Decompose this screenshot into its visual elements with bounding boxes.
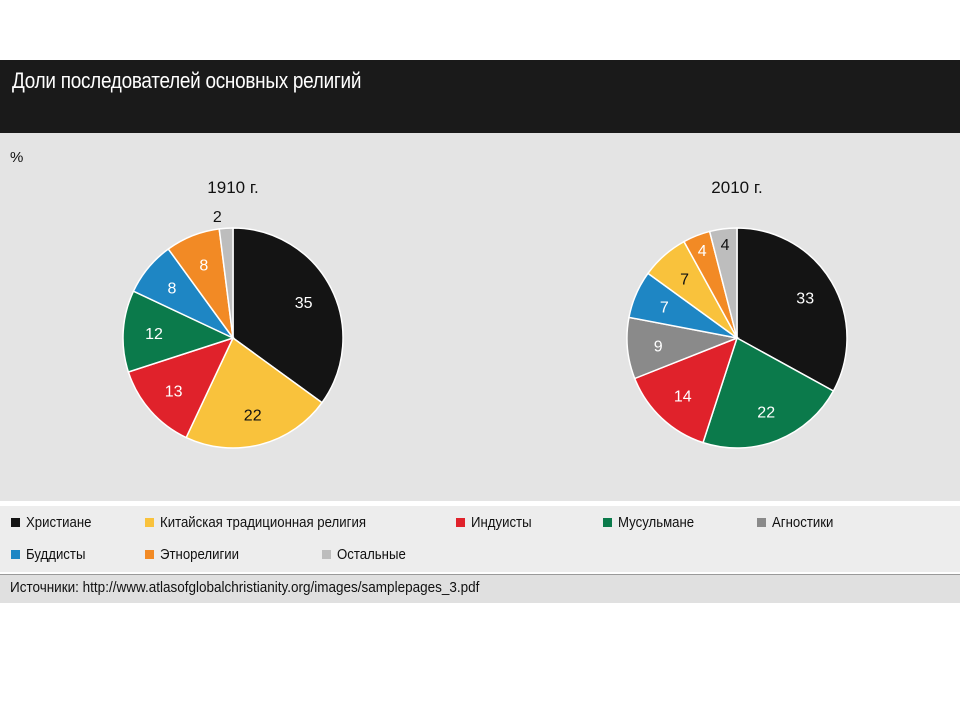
legend-swatch-chinese: [145, 518, 154, 527]
legend-swatch-christians: [11, 518, 20, 527]
legend-label: Индуисты: [471, 514, 532, 531]
unit-label: %: [10, 149, 24, 166]
legend: Христиане Китайская традиционная религия…: [0, 506, 960, 572]
legend-item-chinese: Китайская традиционная религия: [145, 514, 394, 531]
chart-title: Доли последователей основных религий: [12, 68, 362, 93]
slice-label-buddhists: 8: [168, 281, 177, 298]
slice-label-ethnoreligions: 8: [199, 257, 208, 274]
legend-swatch-agnostics: [757, 518, 766, 527]
slice-label-hindus: 14: [674, 389, 692, 406]
legend-label: Остальные: [337, 546, 406, 563]
chart-header: Доли последователей основных религий: [0, 60, 960, 133]
pie-title: 1910 г.: [207, 178, 258, 197]
legend-swatch-others: [322, 550, 331, 559]
slice-label-agnostics: 9: [654, 339, 663, 356]
pie-slice-others: [218, 227, 234, 339]
legend-label: Этнорелигии: [160, 546, 240, 563]
pie-chart-1910: 1910 г. 35 22 13 12 8 8 2: [122, 178, 344, 449]
slice-label-muslims: 22: [757, 405, 775, 422]
slice-label-buddhists: 7: [660, 300, 669, 317]
sources-bar: Источники: http://www.atlasofglobalchris…: [0, 574, 960, 603]
slice-label-others: 2: [213, 209, 222, 226]
pie-slice-hindus: [633, 336, 739, 444]
legend-swatch-ethnoreligions: [145, 550, 154, 559]
legend-label: Китайская традиционная религия: [160, 514, 366, 531]
slice-label-others: 4: [721, 237, 730, 254]
legend-item-christians: Христиане: [11, 514, 100, 531]
pie-slice-christians: [232, 227, 344, 404]
legend-label: Мусульмане: [618, 514, 695, 531]
slice-label-christians: 33: [796, 291, 814, 308]
legend-label: Агностики: [772, 514, 834, 531]
legend-swatch-hindus: [456, 518, 465, 527]
slice-label-christians: 35: [295, 295, 313, 312]
legend-item-buddhists: Буддисты: [11, 546, 94, 563]
legend-label: Христиане: [26, 514, 92, 531]
legend-swatch-muslims: [603, 518, 612, 527]
slice-label-chinese: 7: [680, 272, 689, 289]
slice-label-muslims: 12: [145, 326, 163, 343]
pie-slice-others: [708, 227, 738, 339]
chart-area: % 1910 г. 35 22 13 12 8 8 2 2010 г. 33 22 14 9 7 7 4 4: [0, 133, 960, 501]
legend-item-muslims: Мусульмане: [603, 514, 705, 531]
legend-item-hindus: Индуисты: [456, 514, 540, 531]
legend-item-agnostics: Агностики: [757, 514, 842, 531]
slice-label-chinese: 22: [244, 408, 262, 425]
slice-label-hindus: 13: [165, 383, 183, 400]
legend-item-ethnoreligions: Этнорелигии: [145, 546, 250, 563]
pie-slice-hindus: [127, 336, 235, 439]
legend-swatch-buddhists: [11, 550, 20, 559]
legend-item-others: Остальные: [322, 546, 415, 563]
legend-label: Буддисты: [26, 546, 86, 563]
sources-text: Источники: http://www.atlasofglobalchris…: [10, 579, 480, 596]
pie-title: 2010 г.: [711, 178, 762, 197]
pie-slice-christians: [736, 227, 848, 393]
slice-label-ethnoreligions: 4: [698, 243, 707, 260]
pie-slice-muslims: [702, 336, 835, 449]
pie-slice-muslims: [122, 290, 236, 373]
